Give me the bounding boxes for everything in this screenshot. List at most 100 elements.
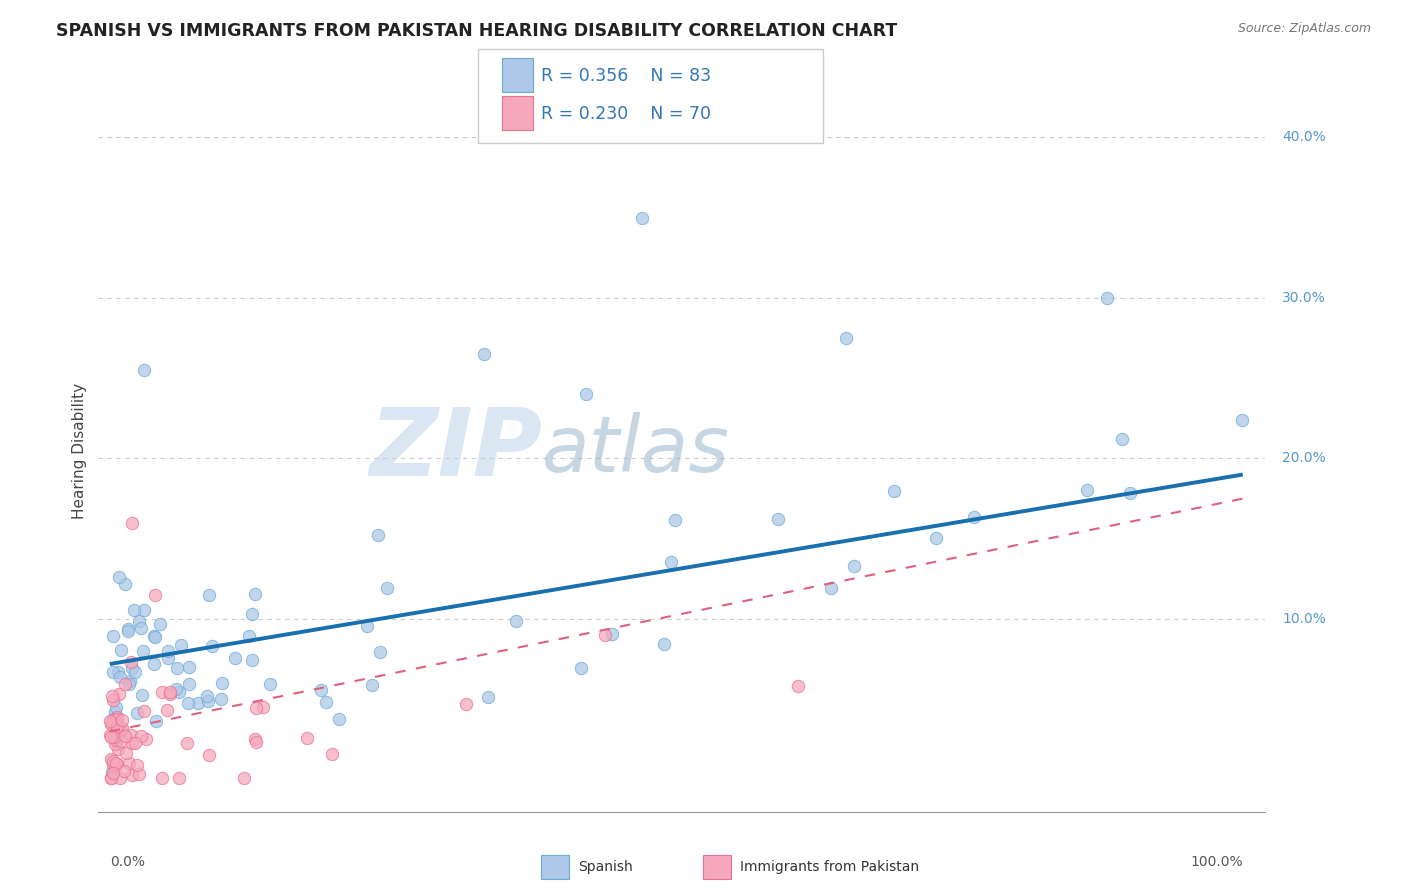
Point: [121, 661, 143, 675]
Text: 100.0%: 100.0%: [1189, 855, 1243, 869]
Point: [120, 655, 142, 669]
Point: [128, 766, 150, 780]
Point: [157, 644, 180, 658]
Point: [132, 602, 155, 616]
Point: [143, 588, 166, 602]
Point: [309, 683, 332, 698]
Point: [149, 616, 172, 631]
Point: [98, 714, 121, 728]
Point: [631, 211, 654, 225]
Point: [103, 713, 125, 727]
Point: [170, 639, 193, 653]
Point: [259, 677, 281, 691]
Point: [100, 716, 122, 731]
Point: [315, 695, 337, 709]
Point: [367, 528, 389, 542]
Text: Source: ZipAtlas.com: Source: ZipAtlas.com: [1237, 22, 1371, 36]
Point: [159, 685, 181, 699]
Point: [101, 754, 124, 768]
Point: [233, 771, 256, 785]
Point: [768, 512, 790, 526]
Point: [201, 639, 224, 653]
Point: [664, 513, 686, 527]
Point: [110, 713, 132, 727]
Point: [361, 678, 384, 692]
Point: [107, 728, 129, 742]
Point: [100, 771, 122, 785]
Point: [575, 387, 598, 401]
Point: [108, 771, 131, 785]
Point: [105, 700, 128, 714]
Text: R = 0.230    N = 70: R = 0.230 N = 70: [541, 104, 711, 123]
Point: [295, 731, 318, 745]
Point: [131, 688, 153, 702]
Text: 40.0%: 40.0%: [1282, 130, 1326, 145]
Text: Spanish: Spanish: [578, 860, 633, 874]
Point: [105, 719, 128, 733]
Point: [117, 622, 139, 636]
Point: [104, 705, 127, 719]
Point: [159, 687, 181, 701]
Point: [101, 765, 124, 780]
Point: [600, 627, 623, 641]
Point: [101, 693, 124, 707]
Point: [101, 690, 124, 704]
Point: [108, 570, 131, 584]
Point: [100, 771, 122, 785]
Point: [112, 764, 135, 778]
Point: [134, 704, 156, 718]
Point: [132, 363, 155, 377]
Point: [145, 714, 167, 728]
Point: [842, 558, 865, 573]
Point: [124, 602, 146, 616]
Point: [100, 730, 122, 744]
Point: [104, 756, 127, 771]
Point: [110, 734, 132, 748]
Point: [129, 729, 152, 743]
Point: [103, 720, 125, 734]
Text: 30.0%: 30.0%: [1282, 291, 1326, 305]
Point: [100, 752, 122, 766]
Point: [240, 607, 263, 621]
Point: [198, 748, 221, 763]
Point: [101, 712, 124, 726]
Text: R = 0.356    N = 83: R = 0.356 N = 83: [541, 67, 711, 85]
Point: [835, 331, 858, 345]
Point: [211, 676, 233, 690]
Point: [963, 510, 986, 524]
Point: [104, 732, 127, 747]
Point: [105, 712, 128, 726]
Text: SPANISH VS IMMIGRANTS FROM PAKISTAN HEARING DISABILITY CORRELATION CHART: SPANISH VS IMMIGRANTS FROM PAKISTAN HEAR…: [56, 22, 897, 40]
Point: [115, 746, 138, 760]
Point: [321, 747, 343, 762]
Text: Immigrants from Pakistan: Immigrants from Pakistan: [740, 860, 918, 874]
Point: [135, 732, 157, 747]
Point: [107, 723, 129, 738]
Point: [224, 650, 246, 665]
Point: [245, 735, 267, 749]
Point: [187, 696, 209, 710]
Point: [167, 685, 190, 699]
Point: [104, 722, 127, 736]
Point: [195, 690, 218, 704]
Point: [924, 531, 946, 545]
Point: [472, 347, 495, 361]
Point: [252, 700, 274, 714]
Text: atlas: atlas: [541, 412, 730, 489]
Point: [127, 757, 149, 772]
Point: [108, 724, 131, 739]
Point: [124, 665, 146, 679]
Point: [328, 712, 350, 726]
Point: [121, 768, 143, 782]
Point: [659, 555, 682, 569]
Y-axis label: Hearing Disability: Hearing Disability: [72, 383, 87, 518]
Point: [197, 694, 219, 708]
Point: [156, 651, 179, 665]
Point: [101, 629, 124, 643]
Point: [505, 614, 527, 628]
Point: [143, 630, 166, 644]
Point: [104, 759, 127, 773]
Point: [118, 756, 141, 770]
Point: [114, 729, 136, 743]
Point: [118, 677, 141, 691]
